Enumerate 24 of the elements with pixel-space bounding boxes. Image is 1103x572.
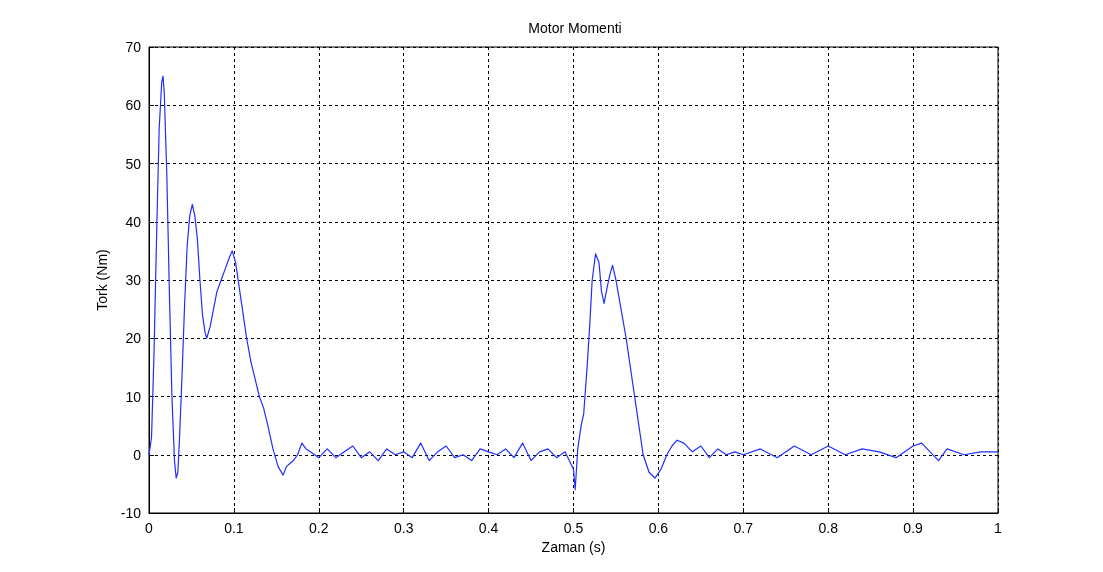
- y-tick-label: 20: [125, 330, 142, 347]
- y-tick-label: 0: [133, 446, 142, 463]
- x-tick-label: 1: [994, 520, 1003, 536]
- y-tick-label: 10: [125, 388, 142, 405]
- chart-title: Motor Momenti: [528, 20, 622, 36]
- y-axis-title: Tork (Nm): [94, 249, 110, 311]
- x-tick-label: 0.6: [648, 520, 669, 536]
- x-axis-title: Zaman (s): [541, 538, 606, 555]
- y-tick-label: 60: [125, 97, 142, 114]
- line-series: [148, 75, 999, 491]
- x-tick-label: 0.1: [224, 520, 244, 536]
- y-tick-label: -10: [120, 505, 142, 521]
- x-tick-label: 0.5: [563, 520, 584, 536]
- x-tick-label: 0.2: [309, 520, 329, 536]
- x-tick-label: 0: [145, 520, 154, 536]
- x-tick-label: 0.8: [818, 520, 839, 536]
- y-tick-label: 70: [125, 39, 142, 55]
- x-tick-label: 0.9: [903, 520, 924, 536]
- y-tick-label: 40: [125, 213, 142, 230]
- x-tick-label: 0.4: [478, 520, 499, 536]
- y-tick-label: 30: [125, 272, 142, 288]
- y-tick-label: 50: [125, 155, 142, 172]
- x-tick-label: 0.7: [733, 520, 754, 536]
- x-tick-label: 0.3: [393, 520, 414, 536]
